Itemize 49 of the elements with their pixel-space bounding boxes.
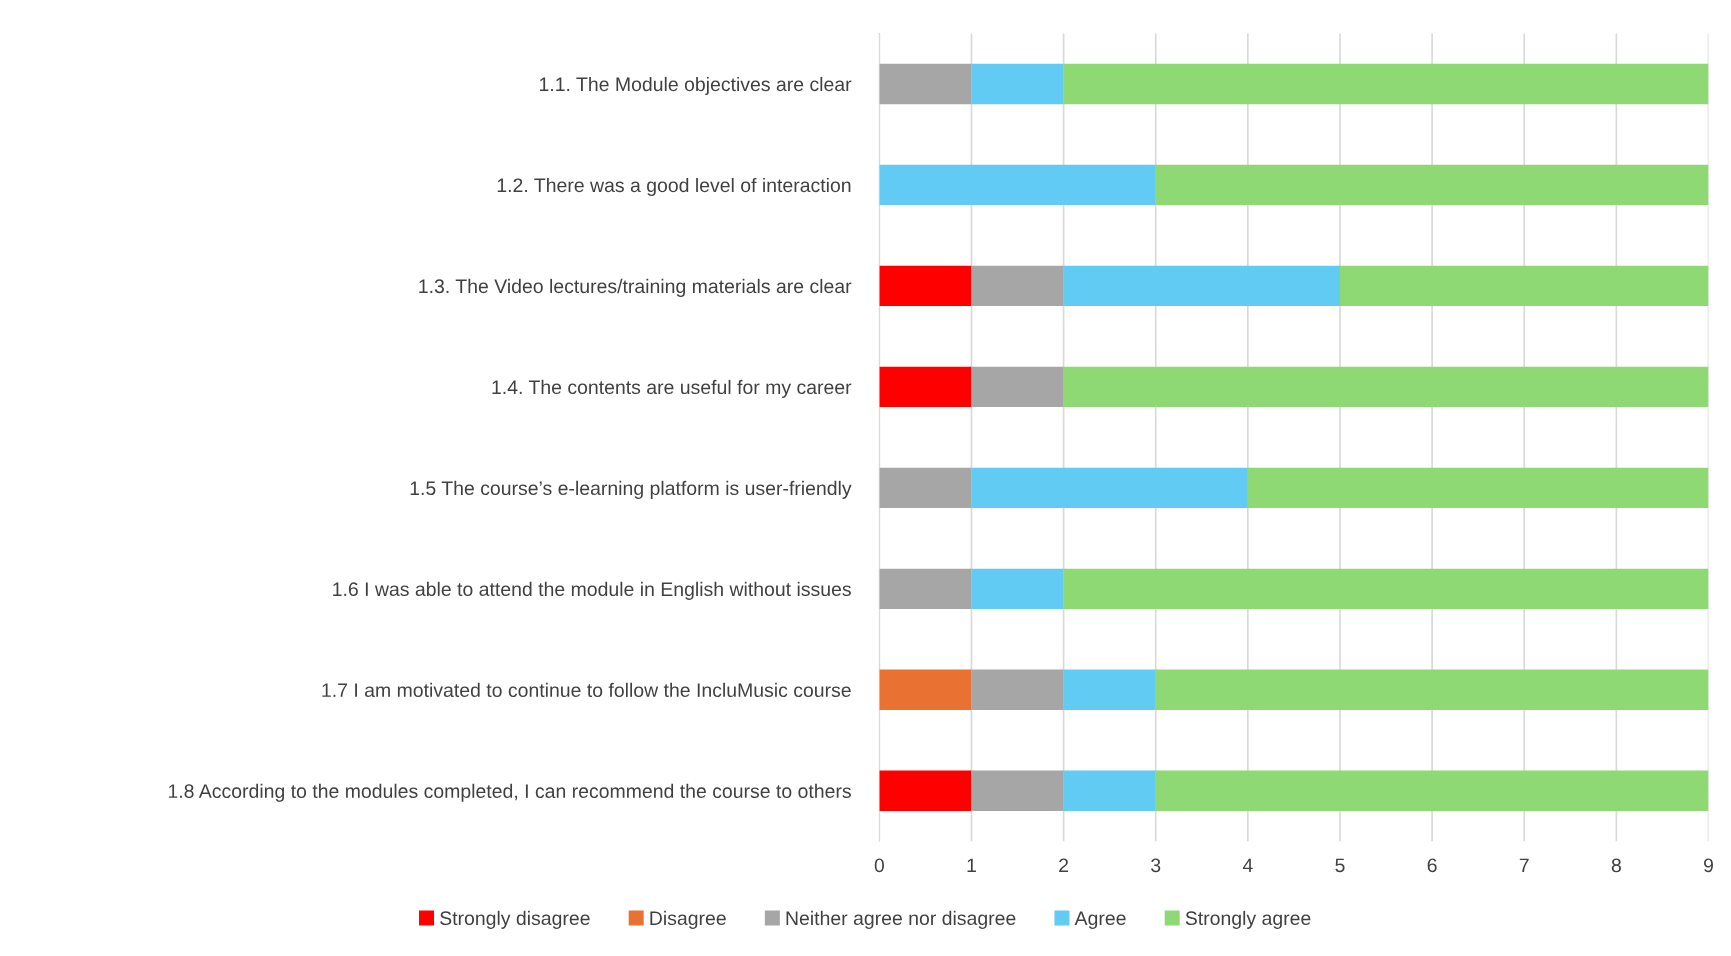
bar (1063, 265, 1340, 307)
legend-label: Neither agree nor disagree (786, 910, 1016, 929)
y-tick-label: 1.8 According to the modules completed, I can recommend the course to others (168, 783, 851, 802)
bar (971, 265, 1064, 307)
bar (1063, 770, 1156, 811)
x-tick-label: 2 (1059, 858, 1069, 873)
bar (971, 568, 1064, 610)
bar (879, 164, 1156, 206)
bar (971, 669, 1064, 711)
bar (1339, 265, 1709, 307)
bar (1063, 669, 1156, 711)
bar (879, 63, 972, 105)
x-tick-label: 4 (1242, 858, 1253, 873)
legend-label: Strongly agree (1185, 910, 1311, 929)
bar (879, 467, 972, 509)
bar (1063, 366, 1709, 408)
bar (879, 770, 972, 811)
bar (1155, 164, 1709, 206)
x-tick-label: 1 (967, 858, 976, 873)
bar (971, 366, 1064, 408)
y-tick-label: 1.1. The Module objectives are clear (539, 76, 852, 96)
x-tick-label: 8 (1611, 858, 1621, 873)
y-tick-label: 1.2. There was a good level of interaction (497, 177, 851, 197)
y-tick-label: 1.6 I was able to attend the module in English without issues (333, 581, 851, 600)
bar (1247, 467, 1709, 509)
bar (971, 467, 1248, 509)
legend-label: Disagree (650, 910, 726, 929)
y-tick-label: 1.3. The Video lectures/training materials are clear (419, 278, 852, 297)
x-tick-label: 5 (1335, 858, 1345, 873)
bar (1155, 669, 1709, 711)
bar (971, 63, 1064, 105)
x-tick-label: 0 (874, 858, 884, 873)
bar (879, 265, 972, 307)
y-tick-label: 1.5 The course’s e-learning platform is user-friendly (410, 480, 852, 499)
legend-label: Agree (1074, 911, 1126, 929)
bar (971, 770, 1064, 811)
legend-label: Strongly disagree (440, 910, 590, 929)
y-tick-label: 1.7 I am motivated to continue to follow the IncluMusic course (322, 682, 851, 698)
bar (1063, 63, 1709, 105)
x-tick-label: 6 (1427, 858, 1437, 873)
bar (1155, 770, 1709, 811)
x-tick-label: 9 (1704, 858, 1713, 873)
bar (1063, 568, 1709, 610)
x-tick-label: 3 (1151, 858, 1161, 873)
y-tick-label: 1.4. The contents are useful for my career (492, 379, 852, 398)
x-tick-label: 7 (1519, 858, 1529, 873)
bar (879, 568, 972, 610)
bar (879, 669, 972, 711)
bar (879, 366, 972, 408)
